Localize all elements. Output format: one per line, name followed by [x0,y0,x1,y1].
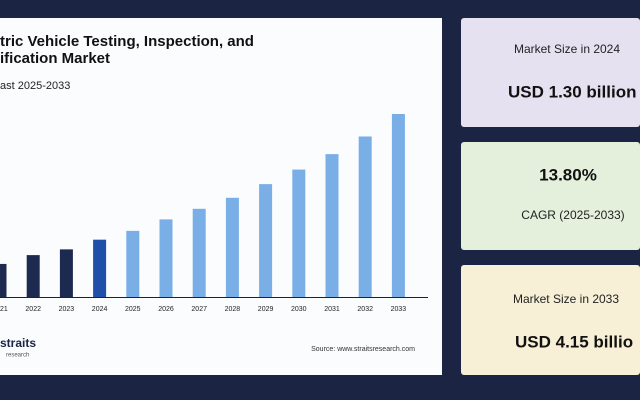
stat-value: USD 1.30 billion [508,82,636,101]
bar [26,255,40,297]
chart-title: ification Market [0,50,110,67]
x-tick-label: 2028 [225,306,241,313]
bar [192,208,206,297]
x-tick-label: 2032 [357,306,373,313]
stat-value: 13.80% [539,165,597,184]
chart-title: tric Vehicle Testing, Inspection, and [0,33,254,50]
bar [358,136,372,297]
stat-label: CAGR (2025-2033) [521,208,624,222]
x-tick-label: 2029 [258,306,274,313]
x-tick-label: 2033 [391,306,407,313]
bar [259,184,273,297]
bar [126,230,140,297]
bar [391,114,405,297]
x-tick-label: 2022 [25,306,41,313]
stat-label: Market Size in 2024 [514,42,620,56]
stat-label: Market Size in 2033 [513,292,619,306]
stat-value: USD 4.15 billio [515,332,633,351]
x-tick-label: 2024 [92,306,108,313]
stat-panel [461,142,640,250]
bar [159,219,173,297]
bar [325,154,339,297]
bar [93,239,107,297]
source: Source: www.straitsresearch.com [311,346,415,353]
x-tick-label: 21 [0,306,8,313]
bar [0,263,7,297]
x-tick-label: 2030 [291,306,307,313]
chart-subtitle: ast 2025-2033 [0,80,70,92]
x-tick-label: 2025 [125,306,141,313]
bar [225,197,239,297]
bar [292,169,306,297]
chart-panel [0,18,442,375]
x-tick-label: 2026 [158,306,174,313]
logo: straits [0,336,36,350]
stat-panel [461,265,640,375]
logo-sub: research [6,353,29,359]
bar [59,249,73,297]
stat-panel [461,18,640,127]
x-tick-label: 2031 [324,306,340,313]
x-tick-label: 2023 [59,306,75,313]
x-tick-label: 2027 [191,306,207,313]
